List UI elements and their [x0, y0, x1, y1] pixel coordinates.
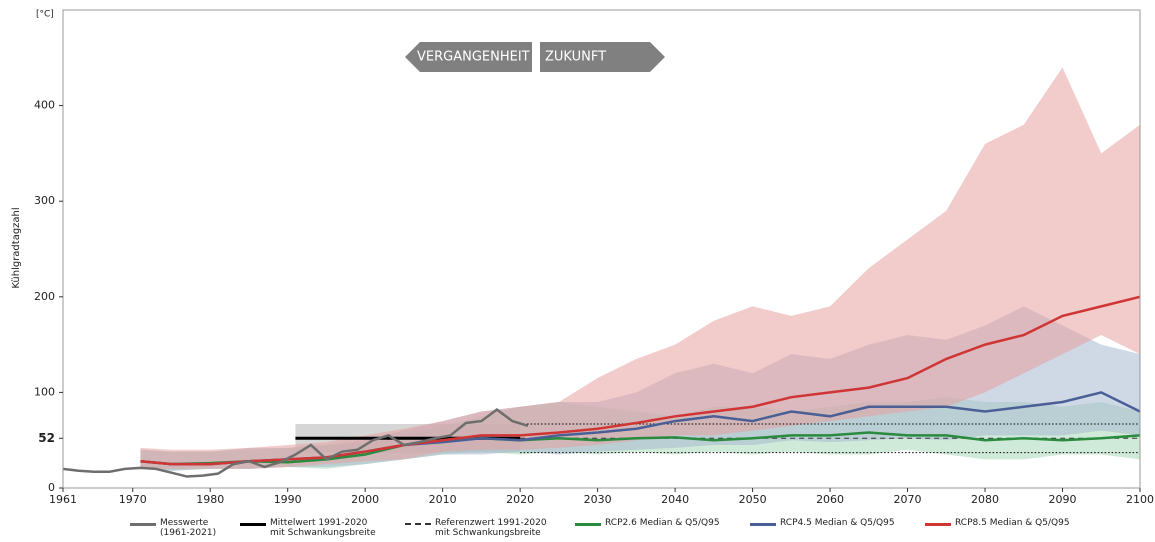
- x-tick-label: 2020: [506, 493, 534, 506]
- legend-label: Mittelwert 1991-2020 mit Schwankungsbrei…: [270, 518, 376, 538]
- x-tick-label: 2030: [584, 493, 612, 506]
- legend-swatch: [750, 523, 776, 526]
- y-tick-label: 52: [38, 431, 55, 445]
- legend-label: RCP2.6 Median & Q5/Q95: [605, 518, 720, 528]
- x-tick-label: 2010: [429, 493, 457, 506]
- annotation: ZUKUNFT: [545, 50, 606, 65]
- x-tick-label: 2050: [739, 493, 767, 506]
- x-tick-label: 1980: [196, 493, 224, 506]
- arrow-right: [540, 42, 665, 72]
- y-axis-label: Kühlgradtagzahl: [11, 207, 22, 288]
- y-tick-label: 0: [48, 481, 55, 494]
- arrow-left: [405, 42, 532, 72]
- legend-swatch: [405, 523, 431, 525]
- x-tick-label: 2060: [816, 493, 844, 506]
- legend-label: Messwerte (1961-2021): [160, 518, 217, 538]
- x-tick-label: 2040: [661, 493, 689, 506]
- y-unit: [°C]: [36, 10, 54, 20]
- x-tick-label: 1970: [119, 493, 147, 506]
- legend: Messwerte (1961-2021) Mittelwert 1991-202…: [0, 518, 1155, 542]
- plot: [62, 67, 1141, 478]
- chart: [°C] Kühlgradtagzahl VERGANGENHEIT ZUKUN…: [11, 9, 1154, 506]
- x-tick-label: 2080: [971, 493, 999, 506]
- measured-line: [62, 408, 529, 478]
- y-tick-label: 100: [34, 385, 55, 398]
- legend-swatch: [240, 523, 266, 526]
- median-line: [140, 431, 1141, 466]
- x-tick-label: 1990: [274, 493, 302, 506]
- legend-swatch: [130, 523, 156, 526]
- legend-label: RCP4.5 Median & Q5/Q95: [780, 518, 895, 528]
- y-tick-label: 400: [34, 99, 55, 112]
- y-tick-label: 300: [34, 194, 55, 207]
- legend-label: RCP8.5 Median & Q5/Q95: [955, 518, 1070, 528]
- x-tick-label: 1961: [49, 493, 77, 506]
- annotation: VERGANGENHEIT: [417, 50, 530, 65]
- median-line: [140, 295, 1141, 466]
- legend-label: Referenzwert 1991-2020 mit Schwankungsbr…: [435, 518, 547, 538]
- legend-swatch: [925, 523, 951, 526]
- quantile-band: [140, 67, 1141, 469]
- frame: [62, 9, 1141, 489]
- legend-swatch: [575, 523, 601, 526]
- y-tick-label: 200: [34, 290, 55, 303]
- x-tick-label: 2100: [1126, 493, 1154, 506]
- x-tick-label: 2070: [894, 493, 922, 506]
- x-tick-label: 2090: [1049, 493, 1077, 506]
- x-tick-label: 2000: [351, 493, 379, 506]
